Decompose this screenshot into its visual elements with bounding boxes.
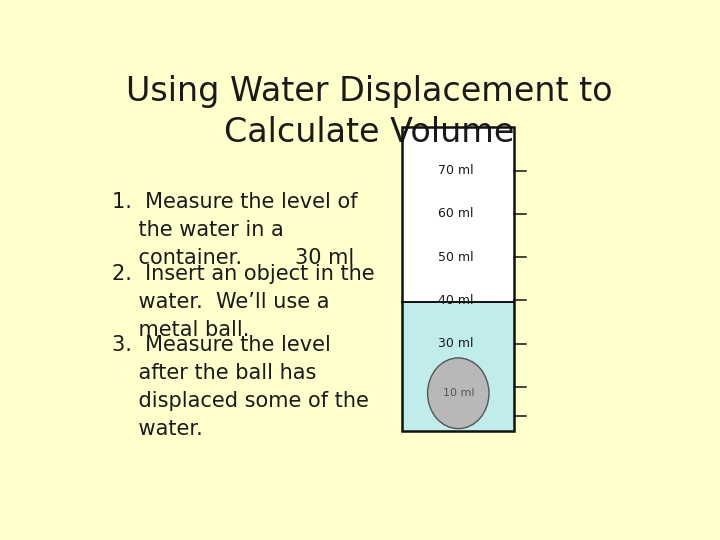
Text: 10 ml: 10 ml bbox=[438, 410, 474, 423]
Bar bbox=[402, 127, 514, 431]
Text: 60 ml: 60 ml bbox=[438, 207, 474, 220]
Text: 40 ml: 40 ml bbox=[438, 294, 474, 307]
Text: 10 ml: 10 ml bbox=[443, 388, 474, 399]
Text: Using Water Displacement to
Calculate Volume: Using Water Displacement to Calculate Vo… bbox=[126, 75, 612, 149]
Text: 2.  Insert an object in the
    water.  We’ll use a
    metal ball.: 2. Insert an object in the water. We’ll … bbox=[112, 265, 375, 340]
Ellipse shape bbox=[428, 358, 489, 429]
Text: 3.  Measure the level
    after the ball has
    displaced some of the
    water: 3. Measure the level after the ball has … bbox=[112, 335, 369, 439]
Text: 1.  Measure the level of
    the water in a
    container.        30 ml: 1. Measure the level of the water in a c… bbox=[112, 192, 358, 268]
Text: 50 ml: 50 ml bbox=[438, 251, 474, 264]
Bar bbox=[402, 127, 514, 431]
Text: 20 ml: 20 ml bbox=[438, 381, 474, 394]
Bar bbox=[402, 302, 514, 431]
Text: 30 ml: 30 ml bbox=[438, 338, 474, 350]
Text: 70 ml: 70 ml bbox=[438, 164, 474, 177]
